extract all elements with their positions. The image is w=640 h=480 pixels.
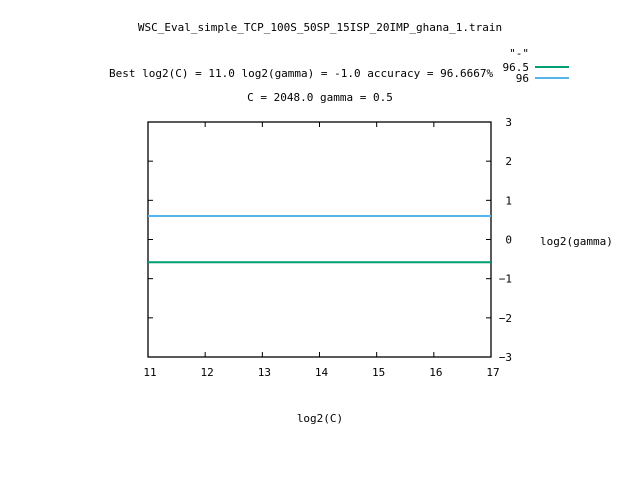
x-tick-label: 16 [429,366,442,379]
legend-title: "-" [509,47,529,60]
legend-label: 96 [516,72,529,85]
x-tick-label: 14 [315,366,329,379]
plot-border [147,121,492,358]
x-tick-label: 11 [143,366,156,379]
x-tick-label: 12 [201,366,214,379]
y-tick-label: 1 [505,194,512,207]
x-axis-label: log2(C) [297,412,343,425]
y-tick-label: 3 [505,116,512,129]
chart-title: WSC_Eval_simple_TCP_100S_50SP_15ISP_20IM… [138,21,502,34]
x-tick-labels: 11 12 13 14 15 16 17 [143,366,499,379]
y-tick-labels: 3 2 1 0 −1 −2 −3 [499,116,512,364]
x-tick-label: 13 [258,366,271,379]
y-tick-label: 2 [505,155,512,168]
chart-subtitle-c-gamma: C = 2048.0 gamma = 0.5 [247,91,393,104]
x-tick-label: 15 [372,366,385,379]
axis-ticks [148,122,491,357]
legend-label: 96.5 [503,61,530,74]
x-tick-label: 17 [486,366,499,379]
y-axis-label: log2(gamma) [540,235,613,248]
y-tick-label: 0 [505,234,512,247]
y-tick-label: −1 [499,273,512,286]
legend: 96.596 [503,61,569,85]
y-tick-label: −2 [499,312,512,325]
y-tick-label: −3 [499,351,512,364]
series-lines [148,215,491,264]
chart-subtitle-best: Best log2(C) = 11.0 log2(gamma) = -1.0 a… [109,67,493,80]
